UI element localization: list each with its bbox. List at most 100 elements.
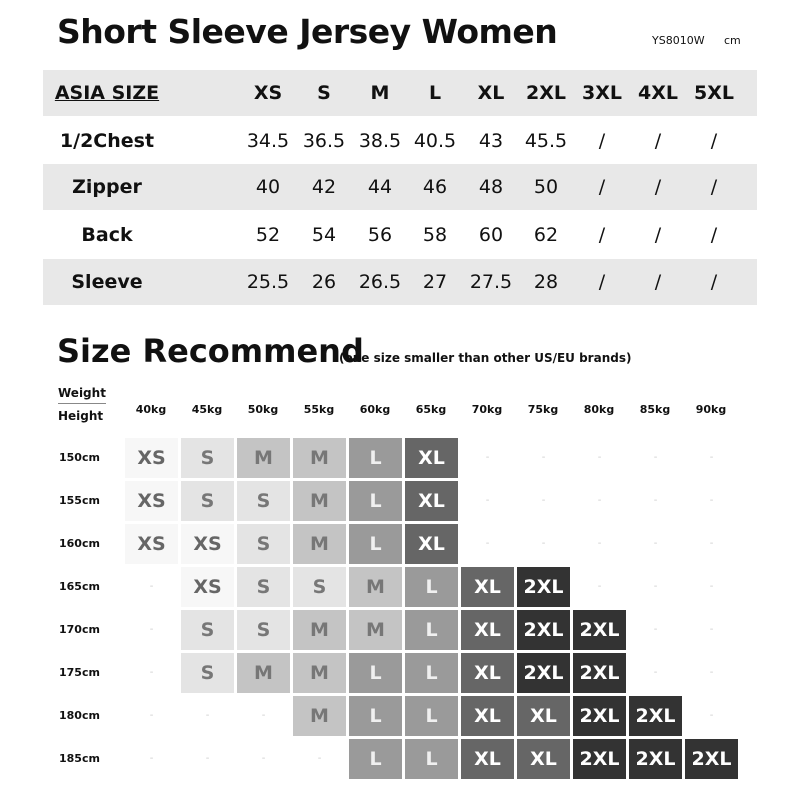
size-cell: L	[405, 567, 458, 607]
size-cell: S	[237, 610, 290, 650]
height-label: 165cm	[59, 580, 100, 593]
size-cell: L	[349, 524, 402, 564]
empty-cell: -	[317, 753, 322, 764]
size-cell: XL	[461, 696, 514, 736]
table-cell: /	[598, 224, 606, 246]
table-cell: 52	[255, 224, 281, 246]
size-header: 3XL	[582, 82, 622, 104]
size-cell: M	[293, 438, 346, 478]
empty-cell: -	[485, 495, 490, 506]
empty-cell: -	[597, 581, 602, 592]
size-cell: S	[237, 567, 290, 607]
size-cell: 2XL	[573, 739, 626, 779]
height-label: 185cm	[59, 752, 100, 765]
empty-cell: -	[653, 667, 658, 678]
table-cell: /	[654, 271, 662, 293]
empty-cell: -	[149, 667, 154, 678]
size-cell: S	[181, 438, 234, 478]
empty-cell: -	[653, 538, 658, 549]
weight-header: 75kg	[527, 403, 559, 416]
size-cell: XL	[461, 739, 514, 779]
size-header: XS	[253, 82, 283, 104]
size-cell: L	[349, 481, 402, 521]
recommend-title: Size Recommend	[57, 332, 364, 370]
table-cell: 54	[311, 224, 337, 246]
row-label: Back	[81, 224, 133, 246]
size-cell: 2XL	[629, 696, 682, 736]
size-cell: XS	[125, 438, 178, 478]
empty-cell: -	[709, 710, 714, 721]
height-label: 150cm	[59, 451, 100, 464]
table-cell: 27.5	[469, 271, 513, 293]
size-cell: XL	[461, 653, 514, 693]
size-cell: L	[405, 739, 458, 779]
weight-label: Weight	[58, 386, 106, 404]
size-cell: L	[349, 438, 402, 478]
size-cell: L	[349, 696, 402, 736]
empty-cell: -	[709, 581, 714, 592]
table-row: Zipper 40 42 44 46 48 50 / / /	[43, 164, 757, 210]
table-cell: 45.5	[524, 130, 568, 152]
row-label: Sleeve	[71, 271, 143, 293]
weight-header: 85kg	[639, 403, 671, 416]
empty-cell: -	[709, 667, 714, 678]
size-header: 5XL	[694, 82, 734, 104]
table-cell: 56	[367, 224, 393, 246]
table-cell: 58	[422, 224, 448, 246]
size-cell: S	[181, 481, 234, 521]
table-cell: 25.5	[246, 271, 290, 293]
page-title: Short Sleeve Jersey Women	[57, 12, 558, 51]
empty-cell: -	[597, 538, 602, 549]
size-cell: XL	[405, 438, 458, 478]
table-cell: 36.5	[302, 130, 346, 152]
empty-cell: -	[597, 452, 602, 463]
empty-cell: -	[205, 753, 210, 764]
size-header: L	[428, 82, 442, 104]
size-cell: 2XL	[573, 696, 626, 736]
size-cell: S	[181, 610, 234, 650]
size-cell: XS	[125, 524, 178, 564]
size-cell: XL	[405, 481, 458, 521]
empty-cell: -	[485, 538, 490, 549]
table-row: Sleeve 25.5 26 26.5 27 27.5 28 / / /	[43, 259, 757, 305]
weight-header: 50kg	[247, 403, 279, 416]
table-cell: 26	[311, 271, 337, 293]
table-cell: /	[598, 130, 606, 152]
size-cell: XS	[181, 567, 234, 607]
table-cell: 60	[478, 224, 504, 246]
size-cell: 2XL	[629, 739, 682, 779]
empty-cell: -	[653, 495, 658, 506]
empty-cell: -	[653, 452, 658, 463]
size-cell: M	[349, 567, 402, 607]
empty-cell: -	[653, 624, 658, 635]
table-cell: /	[654, 130, 662, 152]
empty-cell: -	[597, 495, 602, 506]
size-cell: 2XL	[517, 610, 570, 650]
size-cell: XS	[181, 524, 234, 564]
table-cell: 38.5	[358, 130, 402, 152]
table-cell: /	[654, 224, 662, 246]
table-cell: 40.5	[413, 130, 457, 152]
size-header: 2XL	[526, 82, 566, 104]
size-cell: S	[237, 524, 290, 564]
size-cell: M	[293, 696, 346, 736]
weight-header: 60kg	[359, 403, 391, 416]
row-label: 1/2Chest	[59, 130, 155, 152]
table-cell: 43	[478, 130, 504, 152]
weight-header: 40kg	[135, 403, 167, 416]
size-cell: L	[349, 739, 402, 779]
empty-cell: -	[485, 452, 490, 463]
table-cell: 28	[533, 271, 559, 293]
table-cell: /	[710, 271, 718, 293]
size-cell: L	[405, 610, 458, 650]
size-cell: 2XL	[685, 739, 738, 779]
size-cell: 2XL	[573, 653, 626, 693]
size-header: S	[317, 82, 331, 104]
empty-cell: -	[149, 624, 154, 635]
empty-cell: -	[653, 581, 658, 592]
size-cell: XL	[461, 567, 514, 607]
empty-cell: -	[205, 710, 210, 721]
weight-header: 90kg	[695, 403, 727, 416]
size-cell: L	[405, 696, 458, 736]
height-label: 155cm	[59, 494, 100, 507]
